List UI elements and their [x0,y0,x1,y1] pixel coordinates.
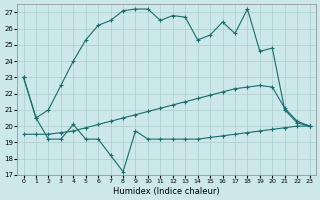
X-axis label: Humidex (Indice chaleur): Humidex (Indice chaleur) [113,187,220,196]
